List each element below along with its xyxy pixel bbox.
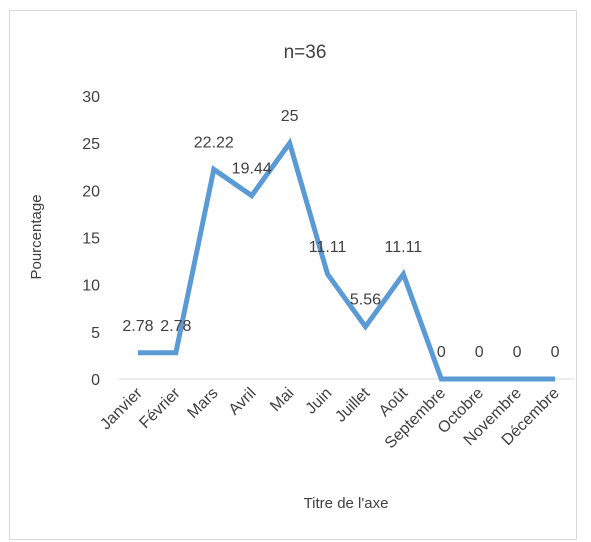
data-label: 11.11 [385, 239, 423, 256]
x-tick-label: Juillet [332, 384, 373, 425]
x-tick-label: Janvier [97, 384, 146, 433]
data-labels: 2.78 2.78 22.22 19.44 25 11.11 5.56 11.11 0 0 0 0 [122, 108, 559, 361]
y-axis-title: Pourcentage [28, 194, 45, 279]
data-label: 0 [551, 344, 560, 361]
x-tick-label: Juin [303, 385, 336, 418]
data-label: 22.22 [194, 134, 234, 151]
y-tick-label: 15 [82, 231, 100, 248]
x-tick-label: Avril [226, 385, 260, 419]
x-tick-label: Mars [184, 385, 221, 422]
data-label: 0 [437, 344, 446, 361]
data-label: 25 [281, 108, 299, 125]
data-label: 5.56 [350, 292, 381, 309]
data-label: 2.78 [160, 318, 191, 335]
y-tick-label: 20 [82, 183, 100, 200]
data-label: 0 [475, 344, 484, 361]
y-axis: 0 5 10 15 20 25 30 [82, 89, 100, 389]
chart-title: n=36 [284, 42, 327, 63]
chart-area [9, 10, 577, 540]
x-tick-label: Février [136, 384, 184, 432]
data-label: 2.78 [122, 318, 153, 335]
y-tick-label: 25 [82, 136, 100, 153]
x-axis-title: Titre de l'axe [304, 495, 389, 512]
y-tick-label: 5 [91, 325, 100, 342]
series-line [137, 137, 556, 382]
y-tick-label: 0 [91, 372, 100, 389]
data-label: 0 [513, 344, 522, 361]
x-tick-label: Mai [267, 385, 297, 415]
data-label: 11.11 [309, 239, 347, 256]
y-tick-label: 10 [82, 278, 100, 295]
y-tick-label: 30 [82, 89, 100, 106]
data-label: 19.44 [232, 161, 272, 178]
